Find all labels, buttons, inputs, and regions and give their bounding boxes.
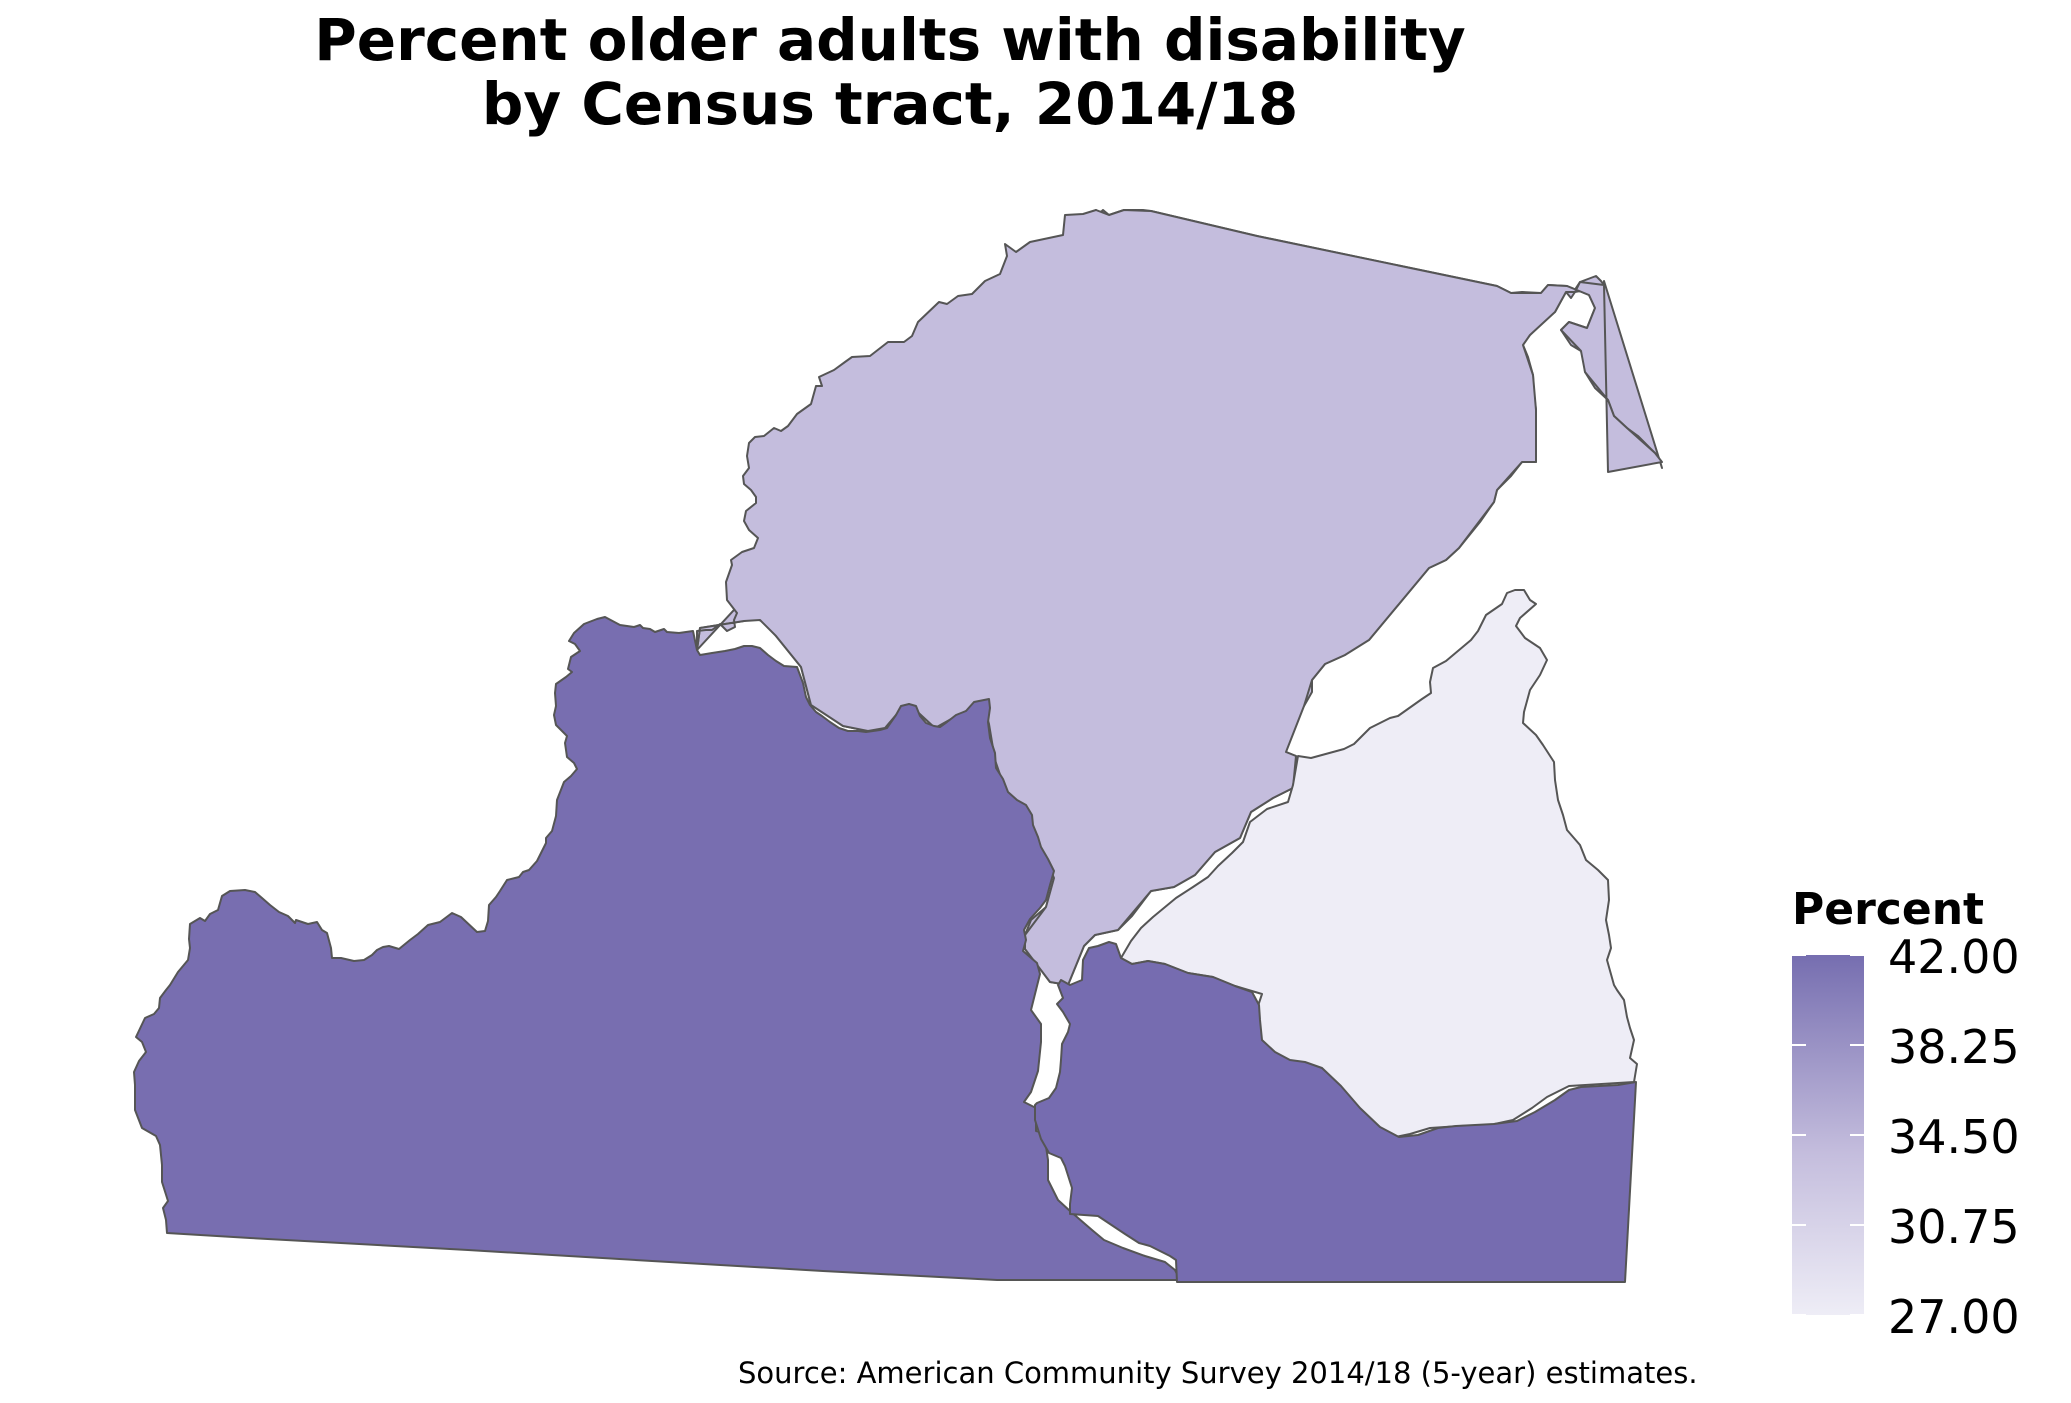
tract-southwest[interactable] [133,616,1181,1281]
legend-title: Percent [1792,884,1985,935]
tract-southcentral[interactable] [1034,941,1637,1283]
legend-label-5: 27.00 [1888,1290,2020,1344]
legend-label-2: 38.25 [1888,1020,2020,1074]
source-caption: Source: American Community Survey 2014/1… [738,1356,1698,1390]
chart-title: Percent older adults with disability by … [240,8,1540,136]
legend-label-1: 42.00 [1888,930,2020,984]
legend-label-4: 30.75 [1888,1200,2020,1254]
title-line-1: Percent older adults with disability [314,6,1466,74]
title-line-2: by Census tract, 2014/18 [481,70,1299,138]
legend-label-3: 34.50 [1888,1110,2020,1164]
